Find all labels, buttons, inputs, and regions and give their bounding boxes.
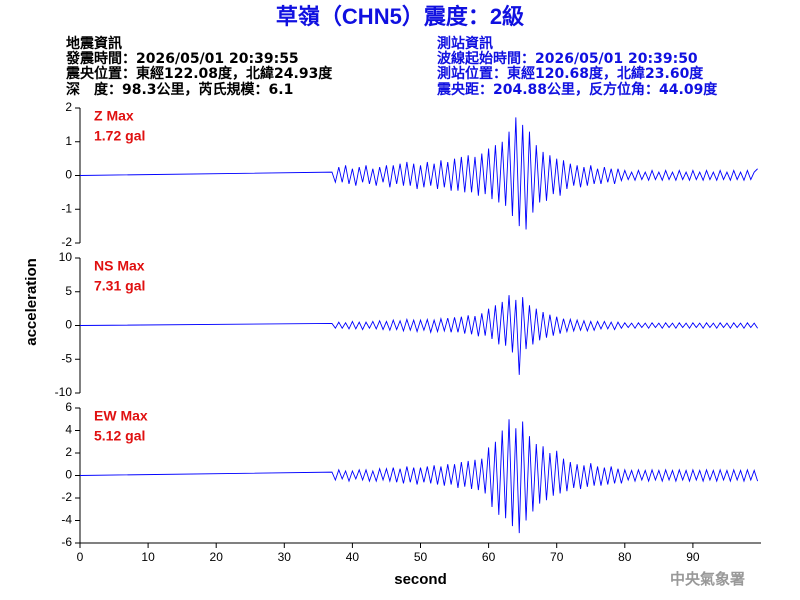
waveform	[79, 295, 758, 375]
info-line: 發震時間：2026/05/01 20:39:55	[65, 50, 299, 67]
y-tick-label: 2	[65, 100, 72, 114]
annotation: EW Max	[94, 408, 148, 424]
annotation: 5.12 gal	[94, 428, 145, 444]
info-line: 震央位置：東經122.08度，北緯24.93度	[65, 65, 333, 82]
x-tick-label: 80	[618, 550, 632, 564]
x-tick-label: 60	[482, 550, 496, 564]
x-tick-label: 50	[414, 550, 428, 564]
x-tick-label: 70	[550, 550, 564, 564]
y-tick-label: 5	[65, 284, 72, 298]
y-tick-label: 10	[59, 250, 73, 264]
info-line: 地震資訊	[66, 35, 122, 52]
annotation: 7.31 gal	[94, 278, 145, 294]
x-tick-label: 0	[77, 550, 84, 564]
x-axis-title: second	[394, 571, 447, 588]
x-tick-label: 40	[346, 550, 360, 564]
station-line: 測站位置：東經120.68度，北緯23.60度	[437, 65, 704, 82]
y-tick-label: 0	[65, 318, 72, 332]
x-tick-label: 10	[141, 550, 155, 564]
station-line: 波線起始時間：2026/05/01 20:39:50	[437, 50, 698, 67]
y-tick-label: -10	[55, 385, 73, 399]
annotation: Z Max	[94, 108, 134, 124]
y-tick-label: 6	[65, 400, 72, 414]
y-tick-label: -4	[61, 513, 72, 527]
waveform	[79, 117, 758, 230]
annotation: NS Max	[94, 258, 145, 274]
waveform	[79, 419, 759, 534]
x-tick-label: 20	[210, 550, 224, 564]
station-line: 測站資訊	[437, 35, 493, 52]
y-axis-title: acceleration	[23, 258, 40, 346]
y-tick-label: -2	[61, 490, 72, 504]
footer: 中央氣象署	[670, 570, 745, 588]
y-tick-label: 2	[65, 445, 72, 459]
y-tick-label: -5	[61, 351, 72, 365]
y-tick-label: -2	[61, 235, 72, 249]
y-tick-label: -1	[61, 201, 72, 215]
chart-title: 草嶺（CHN5）震度：2級	[276, 4, 524, 29]
annotation: 1.72 gal	[94, 128, 145, 144]
x-tick-label: 90	[686, 550, 700, 564]
y-tick-label: 1	[65, 134, 72, 148]
station-line: 震央距：204.88公里，反方位角：44.09度	[436, 81, 718, 98]
y-tick-label: 4	[65, 423, 72, 437]
y-tick-label: 0	[65, 468, 72, 482]
y-tick-label: -6	[61, 535, 72, 549]
x-tick-label: 30	[278, 550, 292, 564]
info-line: 深 度：98.3公里，芮氏規模：6.1	[66, 81, 293, 98]
y-tick-label: 0	[65, 168, 72, 182]
